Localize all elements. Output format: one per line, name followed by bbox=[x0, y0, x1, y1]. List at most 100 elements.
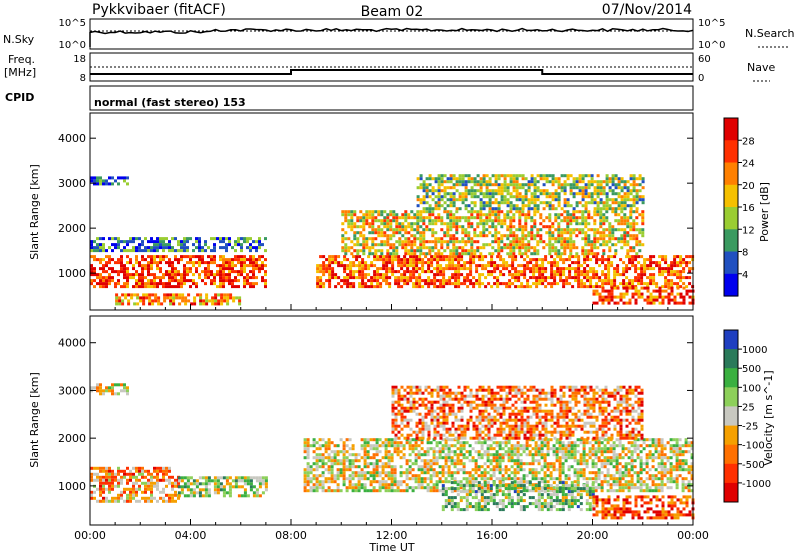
power-cell bbox=[505, 282, 509, 286]
velocity-cell bbox=[351, 477, 355, 481]
power-cell bbox=[494, 225, 498, 229]
power-cell bbox=[406, 270, 410, 274]
power-cell bbox=[545, 204, 549, 208]
power-cell bbox=[184, 299, 188, 303]
velocity-cell bbox=[162, 475, 165, 479]
power-cell bbox=[341, 249, 345, 253]
power-cell bbox=[673, 264, 677, 268]
velocity-cell bbox=[546, 486, 550, 490]
power-cell bbox=[139, 299, 143, 303]
velocity-cell bbox=[345, 438, 349, 442]
power-cell bbox=[96, 179, 99, 183]
power-cell bbox=[515, 177, 519, 181]
power-cell bbox=[422, 201, 426, 205]
power-cell bbox=[637, 295, 641, 299]
power-cell bbox=[584, 234, 588, 238]
power-cell bbox=[596, 189, 600, 193]
velocity-cell bbox=[549, 489, 553, 493]
power-cell bbox=[424, 270, 428, 274]
power-cell bbox=[439, 279, 443, 283]
velocity-cell bbox=[216, 482, 220, 486]
velocity-cell bbox=[540, 465, 544, 469]
power-cell bbox=[225, 258, 228, 262]
velocity-cell bbox=[531, 471, 535, 475]
velocity-cell bbox=[489, 468, 493, 472]
velocity-cell bbox=[123, 490, 126, 494]
power-cell bbox=[434, 246, 438, 250]
power-cell bbox=[395, 240, 399, 244]
power-cell bbox=[316, 270, 320, 274]
power-cell bbox=[527, 243, 531, 247]
power-cell bbox=[397, 270, 401, 274]
power-cell bbox=[623, 231, 627, 235]
velocity-cell bbox=[516, 456, 520, 460]
power-cell bbox=[142, 296, 146, 300]
power-cell bbox=[228, 261, 231, 265]
power-cell bbox=[168, 282, 171, 286]
velocity-cell bbox=[387, 459, 391, 463]
velocity-cell bbox=[132, 475, 135, 479]
power-cell bbox=[428, 177, 432, 181]
power-cell bbox=[518, 198, 522, 202]
power-cell bbox=[406, 261, 410, 265]
velocity-cell bbox=[438, 441, 442, 445]
velocity-cell bbox=[351, 483, 355, 487]
velocity-cell bbox=[204, 476, 208, 480]
power-cell bbox=[397, 285, 401, 289]
power-cell bbox=[511, 261, 515, 265]
power-cell bbox=[243, 264, 246, 268]
power-cell bbox=[623, 183, 627, 187]
power-cell bbox=[617, 219, 621, 223]
power-cell bbox=[344, 210, 348, 214]
velocity-cell bbox=[105, 386, 108, 390]
power-cell bbox=[479, 213, 483, 217]
velocity-cell bbox=[492, 465, 496, 469]
power-cell bbox=[415, 276, 419, 280]
velocity-cell bbox=[480, 471, 484, 475]
power-cell bbox=[234, 240, 237, 244]
power-cell bbox=[476, 246, 480, 250]
power-cell bbox=[422, 234, 426, 238]
power-cell bbox=[469, 282, 473, 286]
velocity-cell bbox=[246, 482, 250, 486]
power-cell bbox=[249, 246, 252, 250]
velocity-cell bbox=[543, 465, 547, 469]
power-cell bbox=[144, 264, 147, 268]
velocity-cell bbox=[546, 441, 550, 445]
power-cell bbox=[159, 270, 162, 274]
power-cell bbox=[461, 177, 465, 181]
power-cell bbox=[521, 228, 525, 232]
velocity-cell bbox=[135, 478, 138, 482]
velocity-cell bbox=[363, 465, 367, 469]
power-cell bbox=[679, 258, 683, 262]
power-cell bbox=[536, 207, 540, 211]
power-cell bbox=[159, 261, 162, 265]
velocity-cell bbox=[450, 450, 454, 454]
velocity-cell bbox=[303, 489, 307, 493]
velocity-cell bbox=[318, 474, 322, 478]
velocity-cell bbox=[264, 488, 268, 492]
power-cell bbox=[587, 240, 591, 244]
power-cell bbox=[587, 210, 591, 214]
power-cell bbox=[359, 234, 363, 238]
velocity-cell bbox=[249, 482, 253, 486]
power-cell bbox=[472, 261, 476, 265]
power-cell bbox=[410, 222, 414, 226]
velocity-cell bbox=[531, 459, 535, 463]
power-cell bbox=[153, 285, 156, 289]
power-cell bbox=[126, 270, 129, 274]
power-cell bbox=[632, 234, 636, 238]
velocity-cell bbox=[390, 483, 394, 487]
velocity-cell bbox=[324, 468, 328, 472]
power-cell bbox=[225, 246, 228, 250]
power-cell bbox=[362, 243, 366, 247]
power-cell bbox=[457, 285, 461, 289]
power-cell bbox=[93, 249, 96, 253]
power-cell bbox=[400, 279, 404, 283]
power-cell bbox=[205, 302, 209, 306]
power-cell bbox=[422, 195, 426, 199]
power-cell bbox=[599, 213, 603, 217]
velocity-cell bbox=[534, 471, 538, 475]
power-cell bbox=[610, 295, 614, 299]
power-cell bbox=[207, 246, 210, 250]
